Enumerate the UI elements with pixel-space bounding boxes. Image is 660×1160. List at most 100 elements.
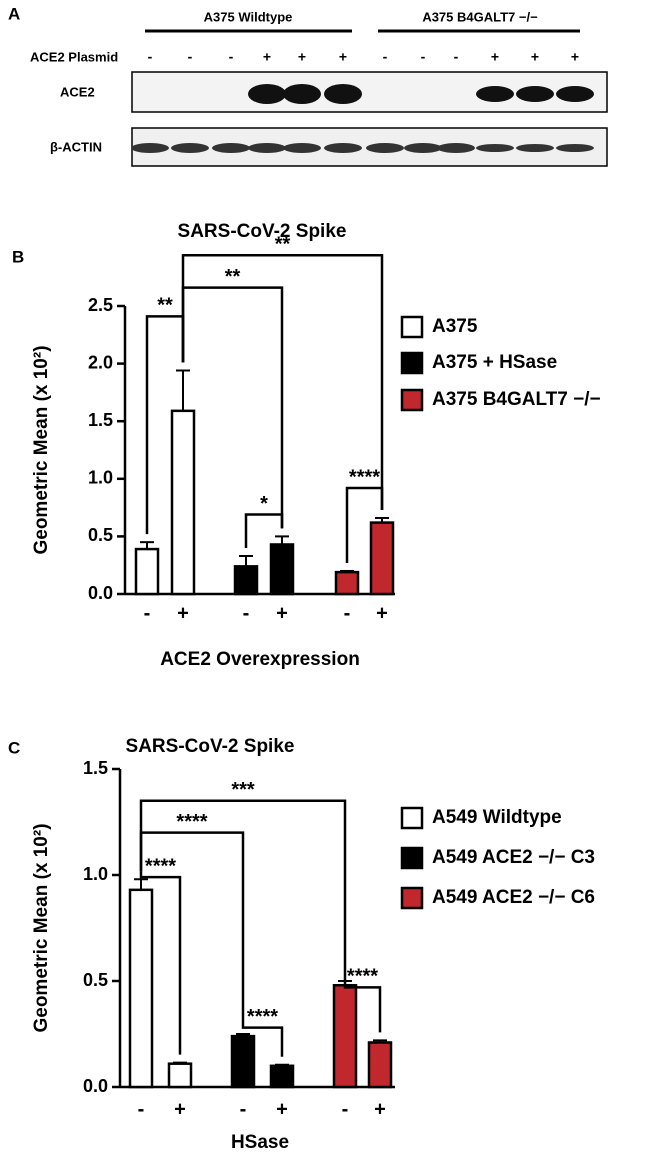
band [283,143,321,153]
lane-sign: + [571,49,579,65]
band [248,84,286,104]
lane-sign: + [263,49,271,65]
x-tick-label: - [144,602,151,624]
lane-sign: + [491,49,499,65]
lane-sign: - [383,49,388,65]
band [248,143,286,153]
band [283,84,321,104]
y-tick-label: 2.5 [88,295,113,315]
bar [369,521,395,596]
x-tick-label: + [177,602,189,624]
band [324,143,362,153]
chart-title: SARS-CoV-2 Spike [178,221,347,242]
legend-label: A375 [432,316,478,337]
bar [269,1064,295,1089]
band [516,86,554,102]
band [171,143,209,153]
lane-sign: - [229,49,234,65]
band [556,144,594,152]
significance-label: **** [347,966,378,988]
significance-label: **** [145,855,176,877]
row-label: ACE2 Plasmid [30,49,118,64]
significance-label: **** [349,466,380,488]
bar [170,409,196,596]
legend-label: A375 B4GALT7 −/− [432,389,601,410]
y-axis-label: Geometric Mean (x 10²) [31,823,52,1032]
bar [334,570,360,596]
significance-label: * [260,493,268,515]
significance-bracket [139,799,347,973]
band [556,86,594,102]
group-label: A375 B4GALT7 −/− [422,9,538,24]
blot-label: ACE2 [60,84,95,99]
legend-label: A549 ACE2 −/− C3 [432,847,595,868]
band [437,143,475,153]
panel-label: C [8,738,20,757]
y-tick-label: 2.0 [88,352,113,372]
legend-label: A549 Wildtype [432,807,562,828]
x-tick-label: + [174,1098,186,1120]
x-tick-label: + [374,1098,386,1120]
chart-title: SARS-CoV-2 Spike [126,736,295,757]
blot-label: β-ACTIN [50,139,102,154]
x-tick-label: + [276,1098,288,1120]
legend-label: A375 + HSase [432,352,557,373]
y-axis-label: Geometric Mean (x 10²) [31,345,52,554]
y-tick-label: 1.0 [83,864,108,884]
significance-label: ** [157,295,173,317]
x-tick-label: + [276,602,288,624]
bar [233,565,259,596]
x-tick-label: - [240,1098,247,1120]
x-tick-label: + [376,602,388,624]
lane-sign: - [188,49,193,65]
bar [269,543,295,596]
band [366,143,404,153]
legend-label: A549 ACE2 −/− C6 [432,887,595,908]
y-tick-label: 0.0 [88,583,113,603]
x-tick-label: - [243,602,250,624]
y-tick-label: 1.0 [88,468,113,488]
bar [332,983,358,1089]
bar [128,888,154,1089]
y-tick-label: 0.5 [88,525,113,545]
band [476,144,514,152]
significance-label: **** [176,811,207,833]
lane-sign: - [148,49,153,65]
y-tick-label: 1.5 [83,758,108,778]
significance-label: ** [225,266,241,288]
legend-swatch [400,351,424,375]
band [516,144,554,152]
legend-swatch [400,886,424,910]
significance-bracket [345,486,384,563]
significance-bracket [241,1026,284,1057]
significance-bracket [139,871,182,1055]
lane-sign: + [531,49,539,65]
band [212,143,250,153]
significance-label: ** [275,234,291,256]
x-tick-label: - [342,1098,349,1120]
legend-swatch [400,846,424,870]
y-tick-label: 0.5 [83,970,108,990]
bar [167,1062,193,1089]
significance-bracket [343,973,382,1033]
x-axis-label: HSase [231,1132,289,1153]
bar [367,1041,393,1089]
lane-sign: - [421,49,426,65]
x-axis-label: ACE2 Overexpression [160,649,360,670]
band [131,143,169,153]
significance-label: *** [231,779,255,801]
legend-swatch [400,315,424,339]
y-tick-label: 0.0 [83,1076,108,1096]
legend-swatch [400,806,424,830]
significance-label: **** [247,1006,278,1028]
panel-label: B [12,247,24,266]
significance-bracket [244,513,284,548]
band [404,143,442,153]
band [476,86,514,102]
bar [134,547,160,596]
band [324,84,362,104]
bar [230,1034,256,1089]
lane-sign: - [454,49,459,65]
lane-sign: + [298,49,306,65]
